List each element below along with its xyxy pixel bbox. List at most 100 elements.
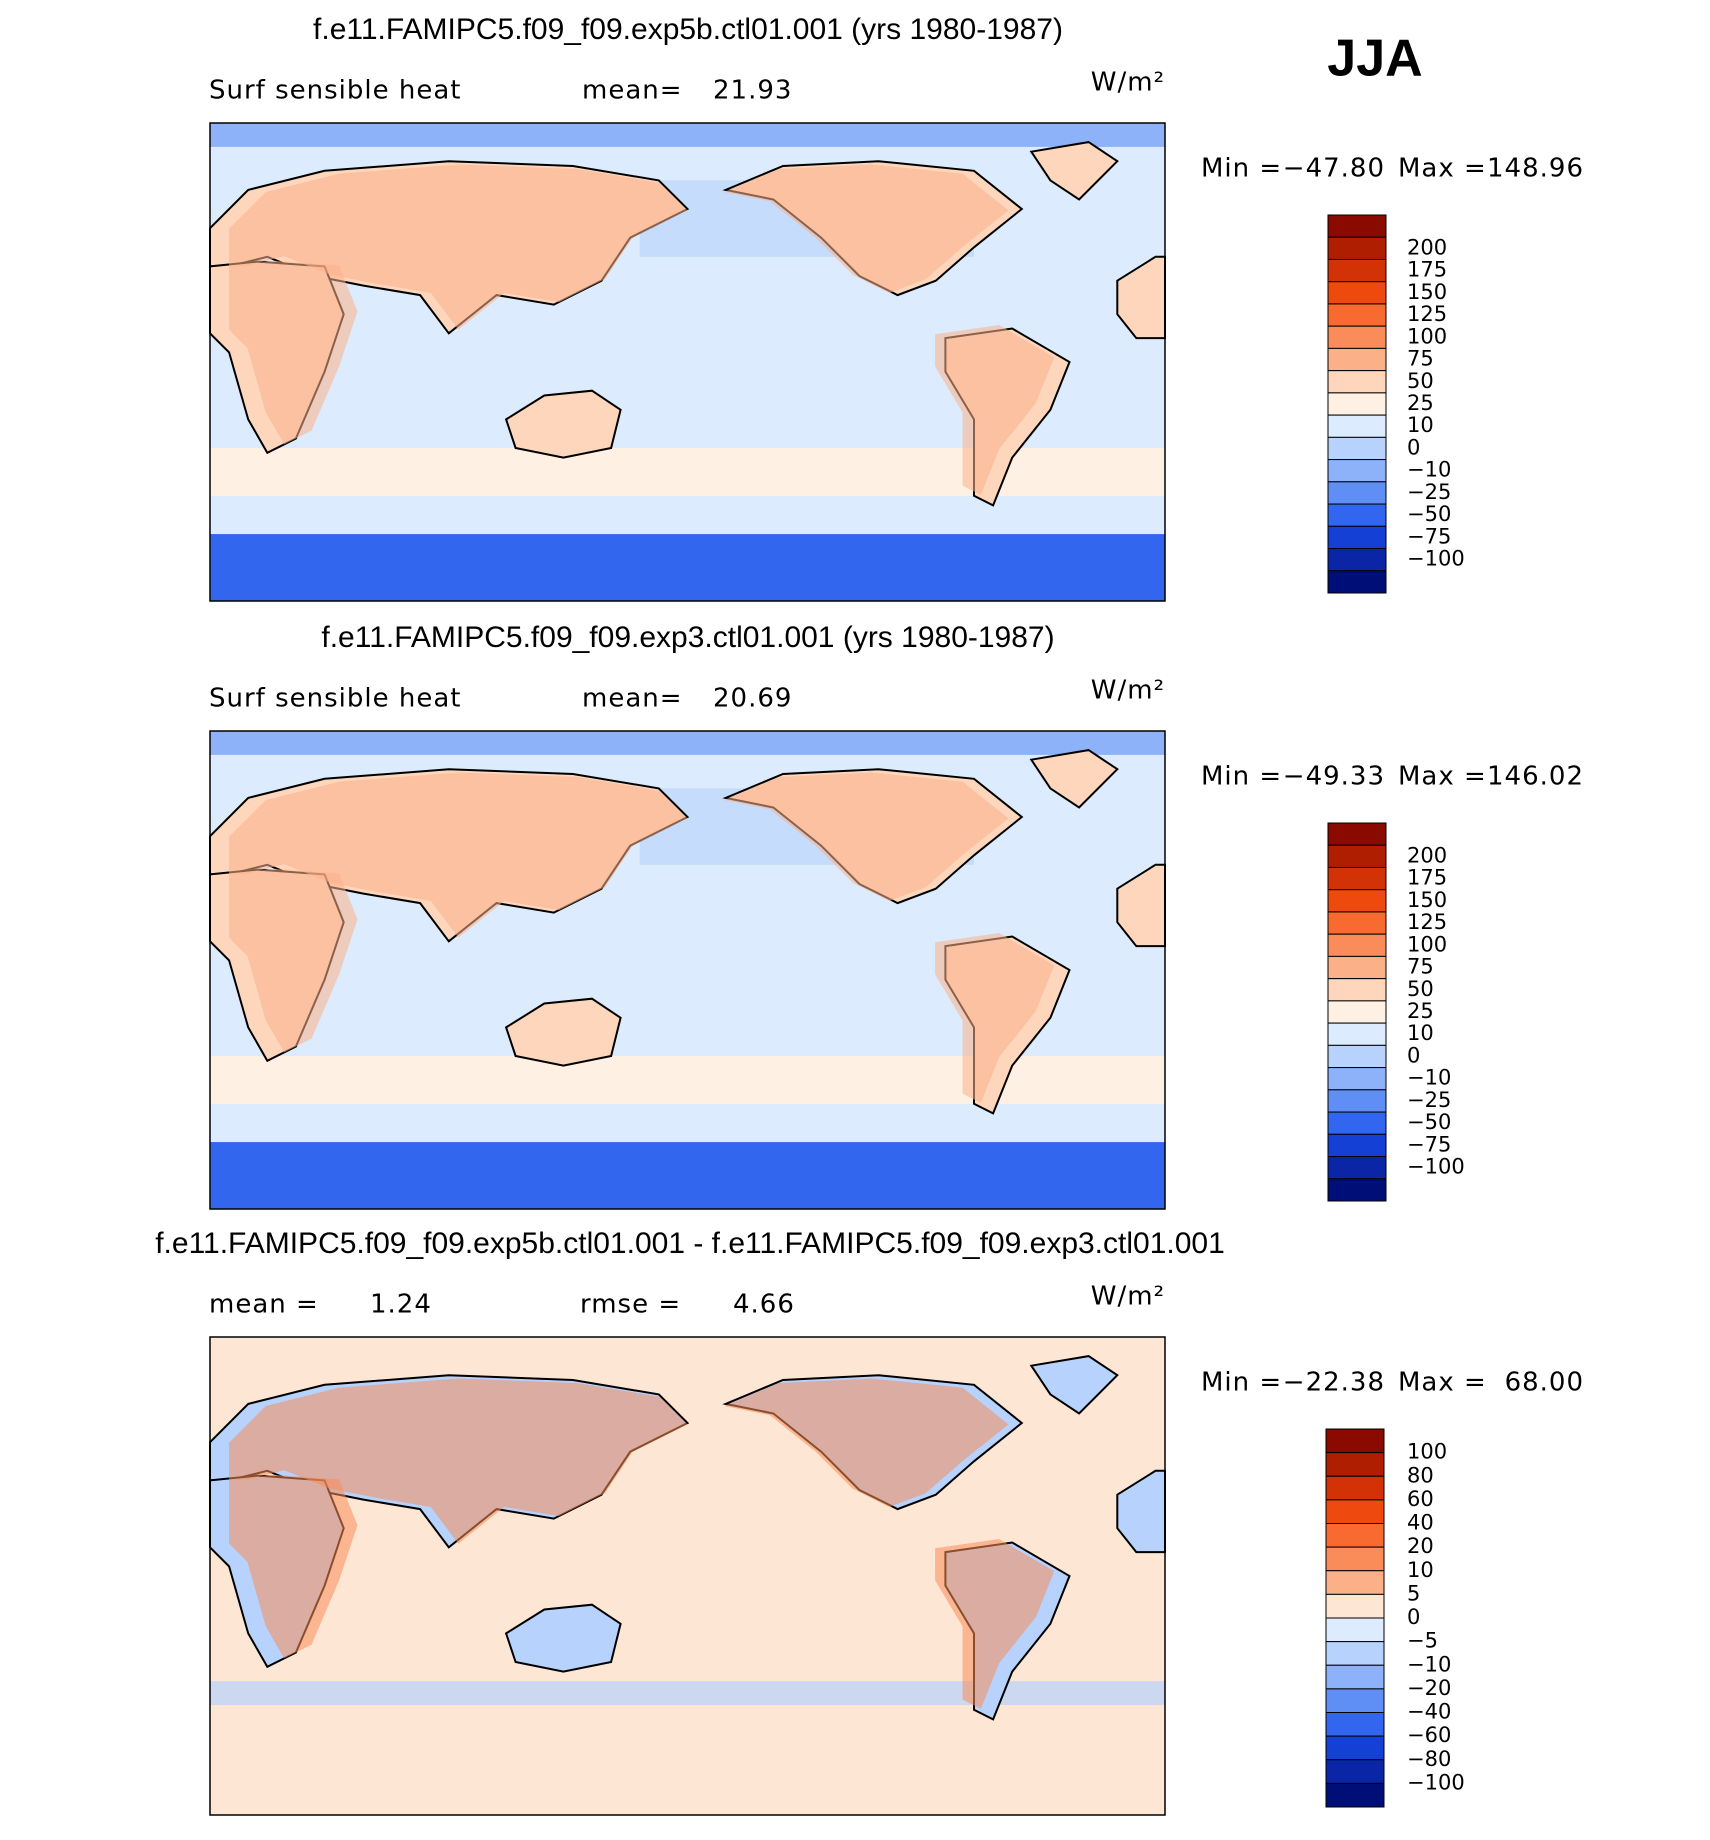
- colorbar-label: 20: [1407, 1534, 1434, 1558]
- colorbar-label: −10: [1407, 458, 1451, 482]
- colorbar-label: 25: [1407, 391, 1434, 415]
- panel-title: f.e11.FAMIPC5.f09_f09.exp5b.ctl01.001 (y…: [313, 13, 1063, 46]
- colorbar-box: [1327, 955, 1387, 980]
- max-label: Max =: [1398, 762, 1487, 792]
- land-hot-samerica: [935, 325, 1055, 495]
- colorbar-label: −5: [1407, 1629, 1438, 1653]
- colorbar-box: [1327, 436, 1387, 461]
- colorbar-box: [1327, 933, 1387, 957]
- colorbar-box: [1325, 1664, 1385, 1690]
- max-label: Max =: [1398, 1368, 1487, 1398]
- colorbar-box: [1327, 503, 1387, 527]
- colorbar-label: 125: [1407, 302, 1447, 326]
- colorbar-label: 0: [1407, 1605, 1420, 1629]
- colorbar-label: −50: [1407, 1110, 1451, 1134]
- map: [209, 122, 1166, 602]
- colorbar-box: [1327, 1067, 1387, 1091]
- land-hot-namerica: [724, 1378, 1009, 1507]
- units-label: W/m²: [1091, 1282, 1165, 1312]
- colorbar-box: [1327, 525, 1387, 550]
- min-label: Min =: [1201, 1368, 1282, 1398]
- variable-label: Surf sensible heat: [209, 76, 461, 106]
- land-australia: [504, 1603, 622, 1673]
- colorbar-box: [1325, 1475, 1385, 1501]
- colorbar-label: 175: [1407, 258, 1447, 282]
- colorbar-box: [1327, 214, 1387, 238]
- colorbar-label: −10: [1407, 1066, 1451, 1090]
- colorbar-label: 40: [1407, 1511, 1434, 1535]
- colorbar-label: 75: [1407, 347, 1434, 371]
- colorbar-box: [1327, 866, 1387, 891]
- colorbar-label: 100: [1407, 932, 1447, 956]
- colorbar-box: [1327, 258, 1387, 283]
- colorbar-label: 150: [1407, 280, 1447, 304]
- map-frame: [209, 1336, 1166, 1816]
- colorbar-box: [1327, 325, 1387, 349]
- colorbar-box: [1327, 1133, 1387, 1158]
- colorbar-label: −100: [1407, 1155, 1465, 1179]
- colorbar-box: [1327, 1022, 1387, 1046]
- southern-band: [210, 1681, 1165, 1706]
- colorbar-box: [1327, 414, 1387, 438]
- colorbar-box: [1325, 1641, 1385, 1666]
- colorbar-label: 50: [1407, 977, 1434, 1001]
- colorbar-label: 60: [1407, 1487, 1434, 1511]
- colorbar-box: [1327, 1044, 1387, 1069]
- colorbar-box: [1327, 392, 1387, 416]
- colorbar-box: [1325, 1428, 1385, 1454]
- colorbar-label: 10: [1407, 413, 1434, 437]
- colorbar-box: [1325, 1735, 1385, 1761]
- land-greenland: [1029, 1355, 1119, 1415]
- min-label: Min =: [1201, 154, 1282, 184]
- colorbar-box: [1327, 370, 1387, 394]
- land-hot-namerica: [724, 772, 1009, 901]
- colorbar-label: 10: [1407, 1558, 1434, 1582]
- arctic-ocean: [210, 123, 1165, 147]
- colorbar-label: 80: [1407, 1463, 1434, 1487]
- max-value: 146.02: [1487, 762, 1584, 792]
- colorbar-label: 175: [1407, 866, 1447, 890]
- colorbar-label: 100: [1407, 324, 1447, 348]
- min-value: −47.80: [1283, 154, 1385, 184]
- rmse-label: rmse =: [580, 1290, 681, 1320]
- variable-label: Surf sensible heat: [209, 684, 461, 714]
- max-value: 68.00: [1505, 1368, 1584, 1398]
- land-australia: [504, 997, 622, 1067]
- colorbar-label: 5: [1407, 1581, 1420, 1605]
- land-hot-samerica: [935, 1539, 1055, 1709]
- land-hot-africa: [229, 260, 358, 445]
- land-hot-eurasia: [229, 1378, 688, 1544]
- rmse-value: 4.66: [733, 1290, 795, 1320]
- map-frame: [209, 122, 1166, 602]
- colorbar-label: −10: [1407, 1652, 1451, 1676]
- units-label: W/m²: [1091, 676, 1165, 706]
- land-greenland: [1029, 141, 1119, 201]
- colorbar-box: [1327, 481, 1387, 505]
- colorbar-box: [1325, 1617, 1385, 1643]
- colorbar-box: [1325, 1570, 1385, 1595]
- colorbar-label: 200: [1407, 235, 1447, 259]
- colorbar-box: [1325, 1593, 1385, 1619]
- colorbar-label: −75: [1407, 1132, 1451, 1156]
- southern-band: [210, 448, 1165, 496]
- antarctic-ice: [210, 1142, 1165, 1209]
- colorbar-box: [1327, 1000, 1387, 1024]
- colorbar-box: [1325, 1546, 1385, 1572]
- land-greenland: [1029, 749, 1119, 809]
- mean-label: mean=: [582, 76, 683, 106]
- colorbar-box: [1325, 1688, 1385, 1713]
- colorbar-label: 50: [1407, 369, 1434, 393]
- colorbar-box: [1325, 1782, 1385, 1808]
- mean-value: 1.24: [370, 1290, 432, 1320]
- southern-band: [210, 1056, 1165, 1104]
- colorbar-box: [1327, 822, 1387, 846]
- mean-value: 21.93: [713, 76, 792, 106]
- colorbar-box: [1327, 347, 1387, 372]
- arctic-ocean: [210, 731, 1165, 755]
- colorbar-label: −20: [1407, 1676, 1451, 1700]
- colorbar-box: [1327, 1156, 1387, 1180]
- colorbar-box: [1325, 1499, 1385, 1524]
- mean-label: mean =: [209, 1290, 319, 1320]
- antarctic-ice: [210, 534, 1165, 601]
